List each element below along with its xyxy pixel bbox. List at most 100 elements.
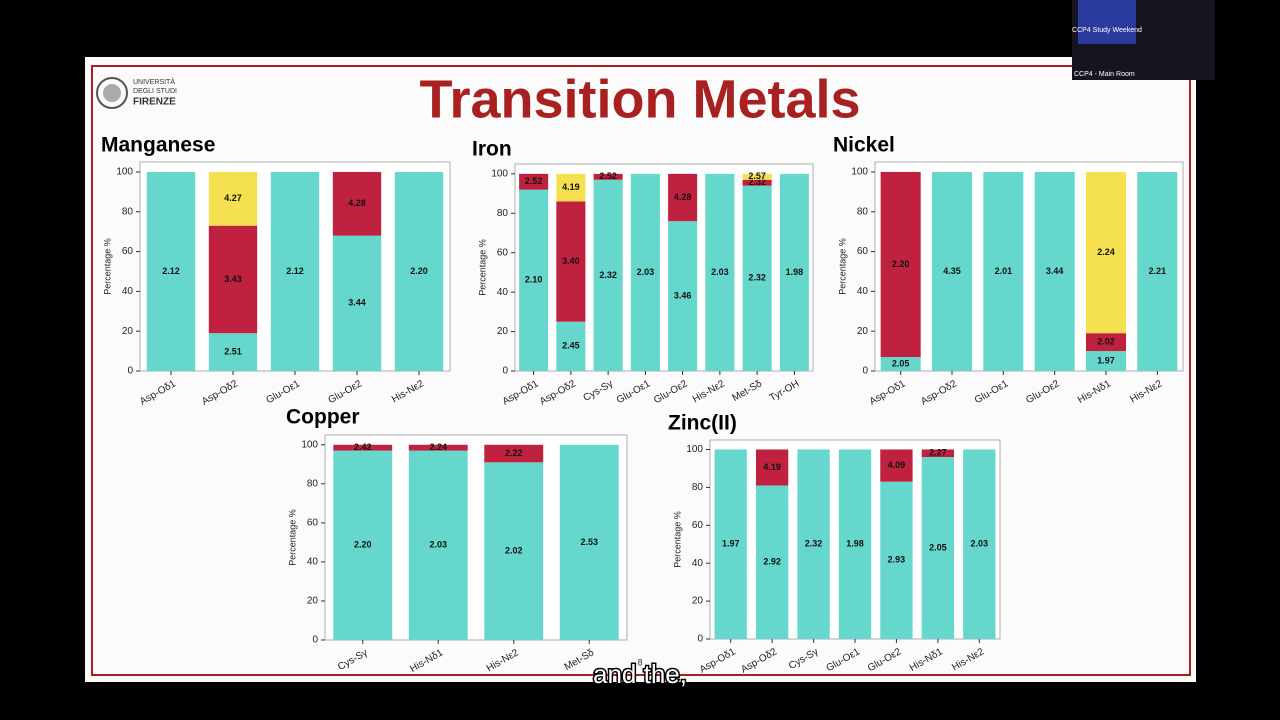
bar-segment (332, 171, 382, 236)
bar-segment (408, 444, 468, 451)
segment-label: 2.51 (224, 346, 242, 356)
y-tick-label: 20 (497, 326, 509, 337)
segment-label: 1.97 (1097, 355, 1115, 365)
bar-segment (668, 221, 698, 371)
segment-label: 3.44 (348, 298, 366, 308)
segment-label: 2.93 (888, 555, 906, 565)
bar-segment (593, 179, 623, 371)
bar-segment (1034, 171, 1075, 371)
y-tick-label: 60 (692, 520, 704, 531)
segment-label: 2.57 (748, 171, 766, 181)
y-tick-label: 80 (307, 478, 319, 489)
segment-label: 3.40 (562, 256, 580, 266)
slide-title: Transition Metals (419, 69, 860, 129)
chart-title: Manganese (101, 134, 215, 157)
y-tick-label: 60 (497, 247, 509, 258)
bar-segment (333, 450, 393, 640)
bar-segment (408, 450, 468, 640)
segment-label: 4.27 (224, 193, 242, 203)
y-tick-label: 100 (491, 168, 508, 179)
segment-label: 4.28 (348, 198, 366, 208)
bar-segment (1137, 171, 1178, 371)
segment-label: 2.01 (995, 266, 1013, 276)
thumbnail-room: CCP4 - Main Room (1074, 71, 1135, 78)
bar-segment (333, 444, 393, 451)
bar-segment (484, 444, 544, 463)
chart-title: Zinc(II) (668, 412, 737, 435)
chart-title: Copper (286, 406, 360, 429)
bar-segment (880, 171, 921, 358)
segment-label: 2.21 (1149, 266, 1167, 276)
segment-label: 2.02 (1097, 337, 1115, 347)
y-tick-label: 40 (692, 558, 704, 569)
y-tick-label: 60 (307, 517, 319, 528)
segment-label: 2.32 (805, 539, 823, 549)
bar-segment (556, 201, 586, 322)
bar-segment (742, 179, 772, 186)
y-axis-label: Percentage % (477, 239, 487, 296)
y-tick-label: 40 (857, 286, 869, 297)
bar-segment (838, 449, 872, 639)
y-axis-label: Percentage % (672, 511, 682, 568)
bar-segment (983, 171, 1024, 371)
y-tick-label: 20 (122, 326, 134, 337)
segment-label: 2.12 (162, 266, 180, 276)
bar-segment (779, 173, 809, 371)
chart-title: Iron (472, 138, 512, 161)
segment-label: 2.92 (763, 557, 781, 567)
bar-segment (208, 225, 258, 334)
y-tick-label: 20 (692, 596, 704, 607)
segment-label: 2.22 (505, 448, 523, 458)
y-tick-label: 20 (307, 596, 319, 607)
bar-segment (668, 173, 698, 222)
segment-label: 2.52 (599, 171, 617, 181)
segment-label: 3.43 (224, 274, 242, 284)
bar-segment (593, 173, 623, 180)
bar-segment (705, 173, 735, 371)
bar-segment (880, 481, 913, 639)
y-tick-label: 0 (502, 366, 508, 377)
y-tick-label: 100 (686, 444, 703, 455)
segment-label: 1.98 (786, 267, 804, 277)
y-axis-label: Percentage % (837, 238, 847, 295)
y-tick-label: 80 (497, 208, 509, 219)
bar-segment (742, 185, 772, 371)
segment-label: 2.42 (354, 442, 372, 452)
y-tick-label: 40 (497, 287, 509, 298)
bar-segment (519, 189, 549, 371)
bar-segment (630, 173, 660, 371)
y-tick-label: 20 (857, 326, 869, 337)
bar-segment (394, 171, 444, 371)
segment-label: 3.46 (674, 290, 692, 300)
segment-label: 2.52 (525, 176, 543, 186)
y-tick-label: 100 (301, 439, 318, 450)
bar-segment (208, 171, 258, 226)
segment-label: 2.32 (748, 273, 766, 283)
thumbnail-banner-text: CCP4 Study Weekend (1072, 27, 1142, 34)
segment-label: 2.03 (711, 267, 729, 277)
segment-label: 2.05 (929, 542, 947, 552)
bar-segment (559, 444, 619, 640)
segment-label: 4.28 (674, 192, 692, 202)
segment-label: 2.20 (410, 266, 428, 276)
bar-segment (1085, 351, 1127, 371)
caption: and the, (593, 659, 687, 689)
y-tick-label: 0 (862, 366, 868, 377)
segment-label: 2.03 (429, 540, 447, 550)
y-axis-label: Percentage % (287, 509, 297, 566)
logo-seal (96, 77, 128, 109)
y-tick-label: 80 (857, 206, 869, 217)
y-tick-label: 40 (122, 286, 134, 297)
slide-border (91, 65, 1191, 676)
segment-label: 1.97 (722, 539, 740, 549)
segment-label: 2.05 (892, 358, 910, 368)
y-tick-label: 40 (307, 557, 319, 568)
segment-label: 4.09 (888, 460, 906, 470)
segment-label: 2.20 (892, 259, 910, 269)
segment-label: 2.03 (971, 539, 989, 549)
thumbnail-banner (1078, 0, 1136, 44)
y-tick-label: 80 (122, 206, 134, 217)
segment-label: 4.19 (763, 462, 781, 472)
